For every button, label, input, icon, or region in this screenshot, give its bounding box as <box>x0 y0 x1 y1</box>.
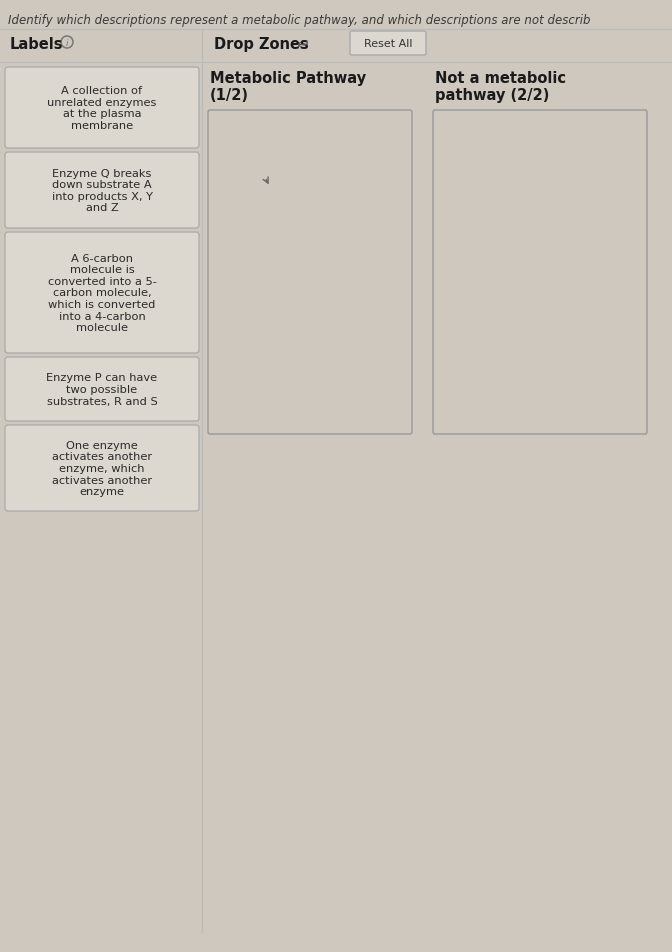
Text: Enzyme Q breaks
down substrate A
into products X, Y
and Z: Enzyme Q breaks down substrate A into pr… <box>52 169 153 213</box>
Text: ↩: ↩ <box>296 37 308 51</box>
Text: Identify which descriptions represent a metabolic pathway, and which description: Identify which descriptions represent a … <box>8 14 591 27</box>
Text: A collection of
unrelated enzymes
at the plasma
membrane: A collection of unrelated enzymes at the… <box>47 86 157 130</box>
Text: i: i <box>66 38 69 48</box>
Text: A 6-carbon
molecule is
converted into a 5-
carbon molecule,
which is converted
i: A 6-carbon molecule is converted into a … <box>48 253 157 333</box>
FancyBboxPatch shape <box>5 426 199 511</box>
FancyBboxPatch shape <box>350 32 426 56</box>
Text: Drop Zones: Drop Zones <box>214 37 308 52</box>
Text: Labels: Labels <box>10 37 63 52</box>
FancyBboxPatch shape <box>5 358 199 422</box>
FancyBboxPatch shape <box>5 232 199 353</box>
Text: Not a metabolic
pathway (2/2): Not a metabolic pathway (2/2) <box>435 71 566 103</box>
Text: Reset All: Reset All <box>364 39 412 49</box>
FancyBboxPatch shape <box>433 110 647 434</box>
Text: One enzyme
activates another
enzyme, which
activates another
enzyme: One enzyme activates another enzyme, whi… <box>52 441 152 497</box>
Text: Metabolic Pathway
(1/2): Metabolic Pathway (1/2) <box>210 71 366 103</box>
FancyBboxPatch shape <box>5 153 199 228</box>
FancyBboxPatch shape <box>208 110 412 434</box>
FancyBboxPatch shape <box>5 68 199 149</box>
Text: Enzyme P can have
two possible
substrates, R and S: Enzyme P can have two possible substrate… <box>46 373 157 407</box>
